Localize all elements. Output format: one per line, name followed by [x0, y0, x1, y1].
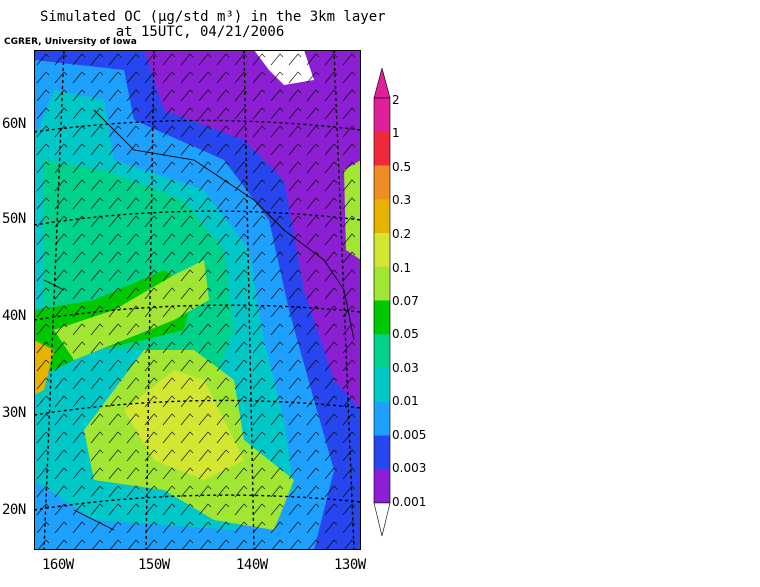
lat-label-60n: 60N: [2, 116, 26, 132]
colorbar-segment: [374, 131, 390, 166]
colorbar-segment: [374, 469, 390, 504]
graticule: [34, 50, 361, 550]
colorbar-label-0-5: 0.5: [392, 160, 412, 174]
colorbar-label-0-2: 0.2: [392, 227, 412, 241]
colorbar-segment: [374, 165, 390, 200]
colorbar-label-0-005: 0.005: [392, 428, 427, 442]
colorbar-label-1: 1: [392, 126, 400, 140]
coastline: [43, 109, 355, 531]
colorbar-segment: [374, 368, 390, 403]
colorbar-label-2: 2: [392, 93, 400, 107]
lon-label-130w: 130W: [334, 557, 366, 573]
lon-label-140w: 140W: [236, 557, 268, 573]
map-title-line2: at 15UTC, 04/21/2006: [115, 24, 285, 40]
colorbar-segment: [374, 98, 390, 133]
colorbar-label-0-01: 0.01: [392, 394, 419, 408]
colorbar-segment: [374, 334, 390, 369]
colorbar-segment: [374, 300, 390, 335]
colorbar-label-0-3: 0.3: [392, 193, 412, 207]
colorbar: [373, 68, 391, 537]
colorbar-segment: [374, 435, 390, 470]
colorbar-label-0-07: 0.07: [392, 294, 419, 308]
colorbar-label-0-1: 0.1: [392, 261, 412, 275]
lat-label-30n: 30N: [2, 405, 26, 421]
lat-label-20n: 20N: [2, 502, 26, 518]
colorbar-label-0-05: 0.05: [392, 327, 419, 341]
colorbar-label-0-003: 0.003: [392, 461, 427, 475]
colorbar-label-0-001: 0.001: [392, 495, 427, 509]
colorbar-segment: [374, 199, 390, 234]
concentration-map: [34, 50, 361, 550]
lon-label-160w: 160W: [42, 557, 74, 573]
colorbar-bottom-arrow: [373, 502, 391, 537]
credit-label: CGRER, University of Iowa: [4, 37, 137, 47]
colorbar-label-0-03: 0.03: [392, 361, 419, 375]
lat-label-40n: 40N: [2, 308, 26, 324]
colorbar-segment: [374, 266, 390, 301]
colorbar-segment: [374, 233, 390, 268]
colorbar-top-arrow: [373, 68, 391, 99]
wind-barbs: [34, 50, 361, 550]
lat-label-50n: 50N: [2, 211, 26, 227]
map-title-line1: Simulated OC (µg/std m³) in the 3km laye…: [40, 9, 386, 25]
colorbar-segment: [374, 401, 390, 436]
lon-label-150w: 150W: [138, 557, 170, 573]
map-panel: [34, 50, 361, 550]
